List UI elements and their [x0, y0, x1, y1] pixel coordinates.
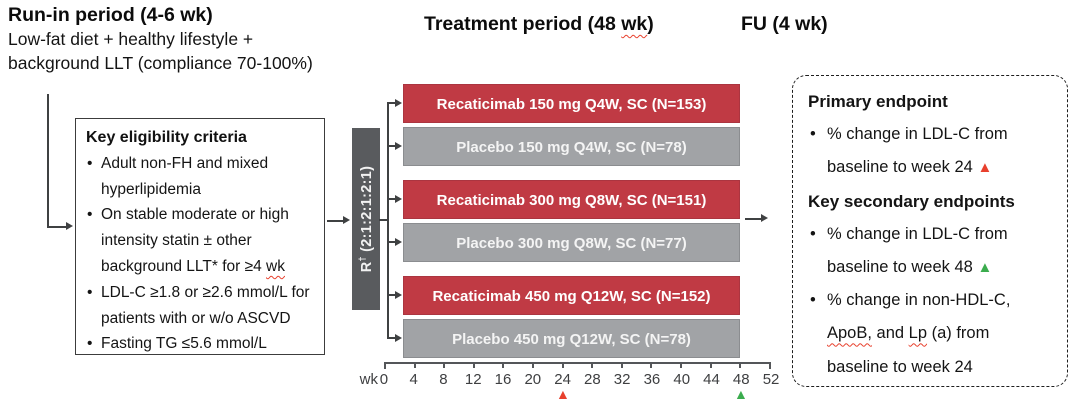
axis-tick-label: 20 [524, 371, 542, 388]
branch-spine-line [387, 102, 389, 339]
endpoint-item: % change in LDL-C from baseline to week … [808, 218, 1054, 284]
tick-mark [532, 362, 535, 368]
tick-mark [768, 362, 771, 368]
runin-header: Run-in period (4-6 wk) Low-fat diet + he… [8, 4, 313, 75]
week-axis-labels: 0 4 8 12 16 20 24 28 32 36 40 44 48 52 [369, 371, 786, 388]
tick-mark [561, 362, 564, 368]
tick-mark [472, 362, 475, 368]
arrowhead-icon [66, 222, 73, 230]
branch-line [387, 337, 397, 339]
axis-tick-label: 4 [409, 371, 418, 388]
arrowhead-icon [395, 142, 402, 150]
axis-tick-label: 52 [762, 371, 780, 388]
axis-tick-label: 28 [584, 371, 601, 388]
branch-line [387, 145, 397, 147]
arrowhead-icon [395, 99, 402, 107]
arrowhead-icon [395, 334, 402, 342]
spellcheck-squiggle: ApoB, [827, 324, 872, 343]
eligibility-title: Key eligibility criteria [86, 129, 247, 146]
treatment-arm-bar: Recaticimab 450 mg Q12W, SC (N=152) [403, 276, 740, 315]
endpoints-panel: Primary endpoint % change in LDL-C from … [792, 75, 1068, 387]
runin-desc-line2: background LLT (compliance 70-100%) [8, 53, 313, 73]
axis-tick-label: 36 [643, 371, 661, 388]
branch-line [387, 294, 397, 296]
red-triangle-icon: ▲ [977, 159, 993, 177]
tick-mark [709, 362, 712, 368]
endpoint-item: % change in LDL-C from baseline to week … [808, 118, 1054, 184]
dagger-icon: † [357, 256, 368, 262]
randomization-stem-line [379, 219, 389, 221]
branch-line [387, 102, 397, 104]
tick-mark [620, 362, 623, 368]
spellcheck-squiggle: wk [266, 257, 285, 275]
axis-tick-label: 0 [379, 371, 389, 388]
tick-mark [591, 362, 594, 368]
criteria-item: On stable moderate or high intensity sta… [86, 202, 318, 279]
criteria-item: Adult non-FH and mixed hyperlipidemia [86, 151, 318, 203]
tick-mark [443, 362, 446, 368]
runin-title: Run-in period (4-6 wk) [8, 4, 213, 26]
week-axis-unit: wk [359, 371, 378, 388]
branch-line [387, 198, 397, 200]
criteria-item: LDL-C ≥1.8 or ≥2.6 mmol/L for patients w… [86, 280, 318, 332]
axis-tick-label: 44 [703, 371, 720, 388]
axis-tick-label: 40 [673, 371, 691, 388]
arrowhead-icon [343, 216, 350, 224]
axis-tick-label: 48 [732, 371, 750, 388]
arrowhead-icon [395, 195, 402, 203]
randomization-box: R† (2:1:2:1:2:1) [352, 128, 380, 310]
endpoint-item: % change in non-HDL-C, ApoB, and Lp (a) … [808, 284, 1054, 384]
fu-title: FU (4 wk) [741, 13, 828, 35]
treatment-arm-bar: Placebo 450 mg Q12W, SC (N=78) [403, 319, 740, 358]
treatment-arm-bar: Recaticimab 150 mg Q4W, SC (N=153) [403, 84, 740, 123]
eligibility-criteria-box: Key eligibility criteria Adult non-FH an… [75, 118, 325, 357]
axis-tick-label: 8 [439, 371, 448, 388]
spellcheck-squiggle: wk [621, 13, 648, 35]
tick-mark [502, 362, 505, 368]
eligibility-to-randomization-line [327, 220, 344, 222]
tick-mark [384, 362, 386, 368]
runin-connector-horizontal-line [47, 226, 67, 228]
week48-green-triangle-icon: ▲ [734, 386, 748, 402]
tick-mark [739, 362, 742, 368]
axis-tick-label: 32 [613, 371, 631, 388]
arrowhead-icon [395, 291, 402, 299]
green-triangle-icon: ▲ [977, 259, 993, 277]
arms-to-endpoints-line [745, 218, 762, 220]
treatment-arm-bar: Recaticimab 300 mg Q8W, SC (N=151) [403, 180, 740, 219]
treatment-arm-bar: Placebo 300 mg Q8W, SC (N=77) [403, 223, 740, 262]
tick-mark [680, 362, 683, 368]
treatment-arm-bar: Placebo 150 mg Q4W, SC (N=78) [403, 127, 740, 166]
branch-line [387, 241, 397, 243]
tick-mark [413, 362, 416, 368]
runin-connector-vertical-line [47, 94, 49, 228]
week-axis-ticks [384, 362, 771, 368]
axis-tick-label: 16 [494, 371, 512, 388]
tick-mark [650, 362, 653, 368]
spellcheck-squiggle: Lp [908, 324, 928, 343]
arrowhead-icon [761, 214, 768, 222]
criteria-item: Fasting TG ≤5.6 mmol/L [86, 331, 318, 357]
arrowhead-icon [395, 238, 402, 246]
axis-tick-label: 12 [464, 371, 482, 388]
randomization-label: R† (2:1:2:1:2:1) [357, 165, 375, 273]
treatment-period-title: Treatment period (48 wk) [424, 13, 654, 35]
runin-desc-line1: Low-fat diet + healthy lifestyle + [8, 29, 254, 49]
primary-endpoint-title: Primary endpoint [808, 92, 948, 111]
secondary-endpoints-title: Key secondary endpoints [808, 191, 1015, 211]
week24-red-triangle-icon: ▲ [556, 386, 570, 402]
axis-tick-label: 24 [554, 371, 571, 388]
